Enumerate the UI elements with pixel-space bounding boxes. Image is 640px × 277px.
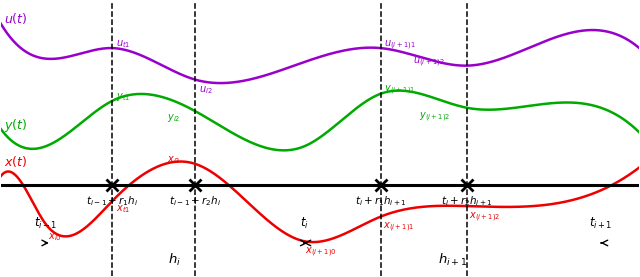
Text: $u_{i2}$: $u_{i2}$ bbox=[198, 84, 212, 96]
Text: $t_i$: $t_i$ bbox=[300, 216, 308, 231]
Text: $t_{i+1}$: $t_{i+1}$ bbox=[589, 216, 612, 231]
Text: $u_{t1}$: $u_{t1}$ bbox=[116, 38, 130, 50]
Text: $x_{(i+1)2}$: $x_{(i+1)2}$ bbox=[468, 210, 500, 224]
Text: $x_{(i+1)1}$: $x_{(i+1)1}$ bbox=[383, 221, 414, 234]
Text: $x(t)$: $x(t)$ bbox=[4, 154, 28, 169]
Text: $y_{(i+1)1}$: $y_{(i+1)1}$ bbox=[384, 84, 415, 97]
Text: $h_{i+1}$: $h_{i+1}$ bbox=[438, 252, 467, 268]
Text: $x_{i2}$: $x_{i2}$ bbox=[167, 154, 180, 166]
Text: $x_{i0}$: $x_{i0}$ bbox=[48, 232, 61, 243]
Text: $y(t)$: $y(t)$ bbox=[4, 117, 27, 134]
Text: $t_i+r_1 h_{i+1}$: $t_i+r_1 h_{i+1}$ bbox=[355, 195, 406, 209]
Text: $u_{(i+1)2}$: $u_{(i+1)2}$ bbox=[413, 56, 444, 69]
Text: $t_{i-1}$: $t_{i-1}$ bbox=[34, 216, 57, 231]
Text: $x_{t1}$: $x_{t1}$ bbox=[116, 203, 130, 215]
Text: $h_i$: $h_i$ bbox=[168, 252, 181, 268]
Text: $t_{i-1}+r_2 h_i$: $t_{i-1}+r_2 h_i$ bbox=[169, 195, 221, 209]
Text: $x_{(i+1)0}$: $x_{(i+1)0}$ bbox=[305, 245, 337, 259]
Text: $y_{i2}$: $y_{i2}$ bbox=[167, 112, 180, 124]
Text: $u_{(i+1)1}$: $u_{(i+1)1}$ bbox=[384, 38, 415, 52]
Text: $t_{i-1}+r_1 h_i$: $t_{i-1}+r_1 h_i$ bbox=[86, 195, 139, 209]
Text: $u(t)$: $u(t)$ bbox=[4, 11, 28, 26]
Text: $t_i+r_2 h_{i+1}$: $t_i+r_2 h_{i+1}$ bbox=[441, 195, 493, 209]
Text: $y_{(i+1)2}$: $y_{(i+1)2}$ bbox=[419, 110, 451, 124]
Text: $y_{t1}$: $y_{t1}$ bbox=[116, 91, 130, 103]
